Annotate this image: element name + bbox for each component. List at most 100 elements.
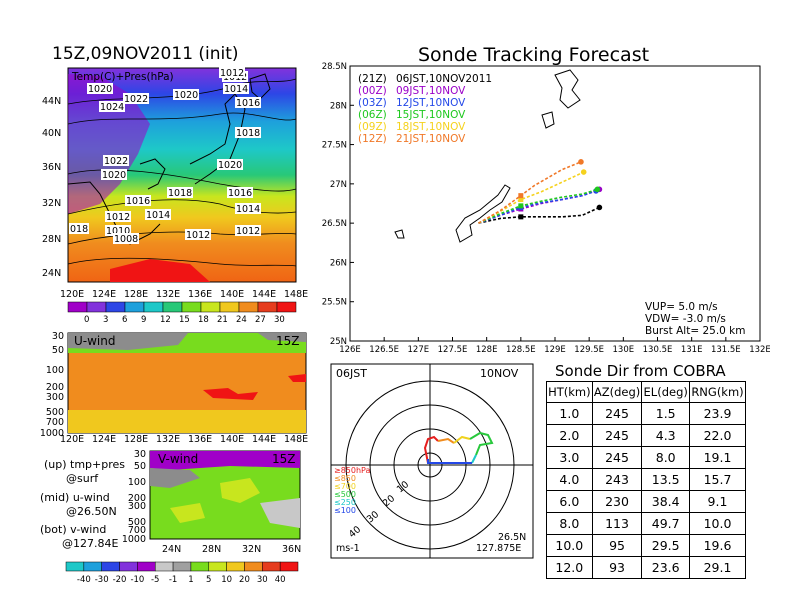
x-tick-label: 126E <box>339 345 361 355</box>
track-mid-point <box>518 193 524 199</box>
lon-label: 124E <box>92 289 116 300</box>
warm-region <box>110 259 210 282</box>
lat-label: 28N <box>202 544 221 555</box>
track-series <box>478 171 585 224</box>
x-tick-label: 129E <box>544 345 566 355</box>
pressure-label: 50 <box>52 345 64 356</box>
colorbar-swatch <box>119 561 138 572</box>
lon-label: 120E <box>60 289 84 300</box>
table-cell: 4.3 <box>641 424 690 447</box>
colorbar-label: 40 <box>275 575 286 585</box>
colorbar-swatch <box>67 301 88 313</box>
legend-code: (09Z) <box>358 121 387 133</box>
legend-mid: (mid) u-wind <box>40 491 110 504</box>
svg-text:1012: 1012 <box>236 226 260 237</box>
svg-text:1014: 1014 <box>236 204 260 215</box>
colorbar-label: -40 <box>77 575 91 585</box>
isobar-label: 1010 <box>105 225 131 237</box>
table-cell: 9.1 <box>688 490 747 513</box>
table-cell: 3.0 <box>546 446 593 469</box>
colorbar-label: 15 <box>179 315 190 325</box>
table-row: 3.0 245 8.0 19.1 <box>546 446 747 469</box>
colorbar-swatch <box>137 561 156 572</box>
track-end-point <box>580 169 587 175</box>
lat-label: 36N <box>42 162 61 173</box>
isobar-label: 1022 <box>123 93 149 105</box>
polar-panel: 10 20 30 40 06JST 10NOV ≥850hPa≤850≤700≤… <box>330 363 534 559</box>
colorbar-label: 27 <box>255 315 266 325</box>
table-cell: 6.0 <box>546 490 593 513</box>
colorbar-label: 9 <box>141 315 146 325</box>
vdw-label: VDW= -3.0 m/s <box>645 313 726 325</box>
lat-label: 28N <box>42 234 61 245</box>
pressure-label: 100 <box>46 365 64 376</box>
colorbar-swatch <box>190 561 210 572</box>
colorbar-swatch <box>83 561 102 572</box>
isobar-label: 1016 <box>227 187 253 199</box>
svg-text:1012: 1012 <box>106 212 130 223</box>
svg-text:1014: 1014 <box>224 84 248 95</box>
pressure-legend-item: ≤850 <box>334 474 356 483</box>
overlay-label: Temp(C)+Pres(hPa) <box>71 71 174 83</box>
colorbar-label: -1 <box>169 575 177 585</box>
legend-label: 12JST,10NOV <box>396 97 466 109</box>
y-tick-label: 25.5N <box>322 298 347 308</box>
surface-map-panel: 1012102010241022102010121014101610181022… <box>42 67 308 325</box>
colorbar-swatch <box>154 561 174 572</box>
isobar-label: 1022 <box>103 155 129 167</box>
svg-text:1016: 1016 <box>126 196 150 207</box>
track-series <box>478 188 598 224</box>
pressure-label: 30 <box>52 331 64 342</box>
isobar-label: 018 <box>69 223 89 235</box>
table-cell: 245 <box>591 402 643 425</box>
legend-bot: (bot) v-wind <box>40 523 107 536</box>
isobar-label: 1008 <box>113 233 139 245</box>
table-cell: 19.1 <box>688 446 747 469</box>
pressure-label: 300 <box>128 501 146 512</box>
islands <box>394 69 581 243</box>
table-cell: 1.0 <box>546 402 593 425</box>
lon-label: 128E <box>124 434 148 445</box>
table-cell: 2.0 <box>546 424 593 447</box>
table-row: 1.0 245 1.5 23.9 <box>546 402 747 425</box>
colorbar-label: 3 <box>103 315 108 325</box>
lon-label: 140E <box>220 434 244 445</box>
legend-code: (21Z) <box>358 73 387 85</box>
y-tick-label: 26.5N <box>322 219 347 229</box>
svg-text:1008: 1008 <box>114 234 138 245</box>
uwind-label: U-wind <box>74 334 115 348</box>
track-series <box>478 190 597 224</box>
table-cell: 29.1 <box>688 556 747 579</box>
pressure-label: 1000 <box>40 428 64 439</box>
table-cell: 10.0 <box>546 534 593 557</box>
legend-mid-sub: @26.50N <box>66 505 117 518</box>
isobar-label: 1016 <box>235 97 261 109</box>
svg-text:1016: 1016 <box>228 188 252 199</box>
colorbar-label: -10 <box>130 575 144 585</box>
legend-code: (06Z) <box>358 109 387 121</box>
isobar-label: 1014 <box>145 209 171 221</box>
x-tick-label: 128.5E <box>506 345 536 355</box>
table-cell: 29.5 <box>641 534 690 557</box>
isobar-label: 1014 <box>223 83 249 95</box>
track-mid-point <box>518 197 524 203</box>
x-tick-label: 128E <box>476 345 498 355</box>
lon-label: 144E <box>252 289 276 300</box>
colorbar-swatch <box>143 301 164 313</box>
table-cell: 23.9 <box>688 402 747 425</box>
lat-label: 24N <box>42 268 61 279</box>
polar-rings <box>331 364 533 558</box>
pressure-label: 700 <box>128 525 146 536</box>
colorbar-label: 6 <box>122 315 127 325</box>
y-tick-label: 27.5N <box>322 141 347 151</box>
colorbar-label: 20 <box>239 575 250 585</box>
vwind-label: V-wind <box>158 452 198 466</box>
colorbar-swatch <box>65 561 85 572</box>
colorbar-swatch <box>162 301 183 313</box>
svg-text:018: 018 <box>70 224 88 235</box>
isobar-label: 1020 <box>101 169 127 181</box>
svg-text:1012: 1012 <box>186 230 210 241</box>
legend-up: (up) tmp+pres <box>44 458 126 471</box>
